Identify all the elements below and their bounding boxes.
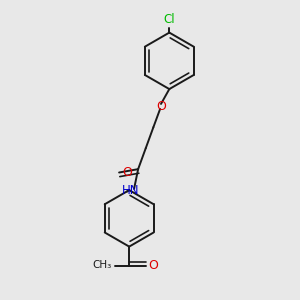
Text: O: O: [156, 100, 166, 113]
Text: O: O: [148, 259, 158, 272]
Text: O: O: [122, 166, 132, 179]
Text: Cl: Cl: [164, 13, 175, 26]
Text: HN: HN: [122, 184, 139, 196]
Text: CH₃: CH₃: [93, 260, 112, 270]
